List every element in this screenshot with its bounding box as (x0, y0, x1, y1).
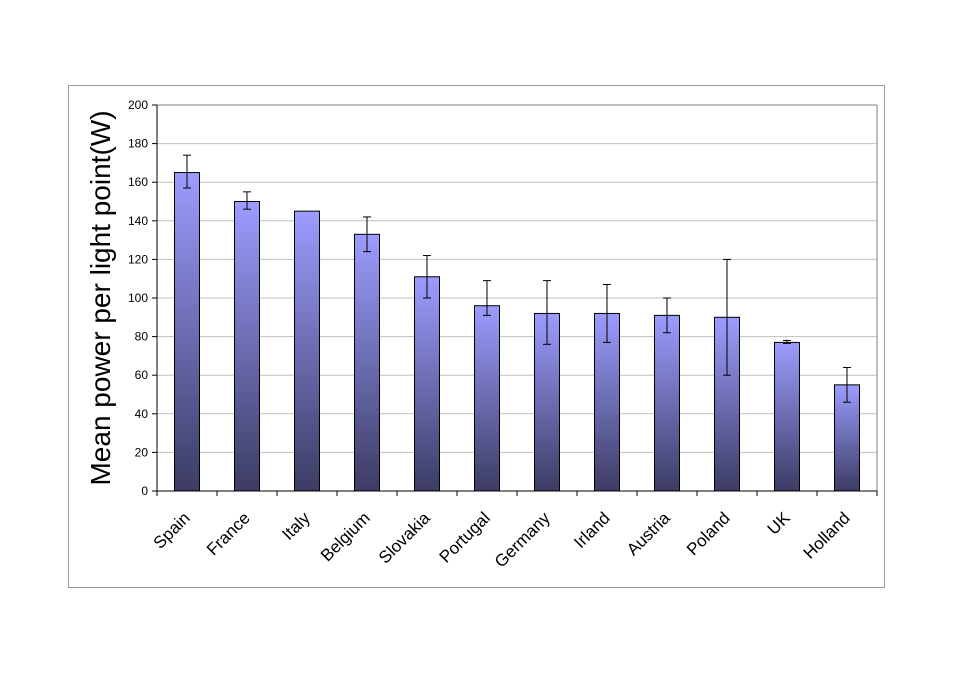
y-tick-label: 200 (128, 98, 148, 112)
bar-spain (174, 172, 200, 492)
y-tick-label: 100 (128, 291, 148, 305)
bar-irland (594, 312, 620, 492)
x-tick-label: Irland (570, 508, 614, 552)
x-tick-label: Slovakia (375, 508, 434, 567)
x-tick-label: Belgium (317, 508, 374, 565)
y-tick-label: 160 (128, 175, 148, 189)
y-tick-label: 20 (135, 445, 149, 459)
y-axis-title: Mean power per light point(W) (85, 110, 116, 485)
bar-italy (294, 210, 320, 492)
bar-belgium (354, 233, 380, 492)
x-tick-label: UK (764, 508, 795, 539)
error-bars (183, 154, 851, 403)
y-tick-label: 60 (135, 368, 149, 382)
x-tick-label: Portugal (436, 508, 494, 566)
bar-uk (774, 341, 800, 492)
x-tick-label: Poland (683, 508, 734, 559)
axes (152, 104, 878, 496)
bar-portugal (474, 305, 500, 492)
y-tick-label: 40 (135, 407, 149, 421)
x-tick-label: Italy (278, 508, 314, 544)
bar-france (234, 201, 260, 492)
bar-austria (654, 314, 680, 492)
y-tick-label: 180 (128, 137, 148, 151)
bars (174, 172, 860, 492)
bar-slovakia (414, 276, 440, 492)
y-tick-label: 80 (135, 330, 149, 344)
x-tick-label: Austria (623, 508, 674, 559)
x-tick-label: Spain (150, 508, 194, 552)
y-tick-label: 140 (128, 214, 148, 228)
y-tick-label: 120 (128, 252, 148, 266)
x-tick-label: France (203, 508, 254, 559)
y-tick-label: 0 (141, 484, 148, 498)
x-tick-label: Holland (800, 508, 854, 562)
x-tick-label: Germany (491, 508, 554, 571)
grid-lines (157, 143, 877, 453)
